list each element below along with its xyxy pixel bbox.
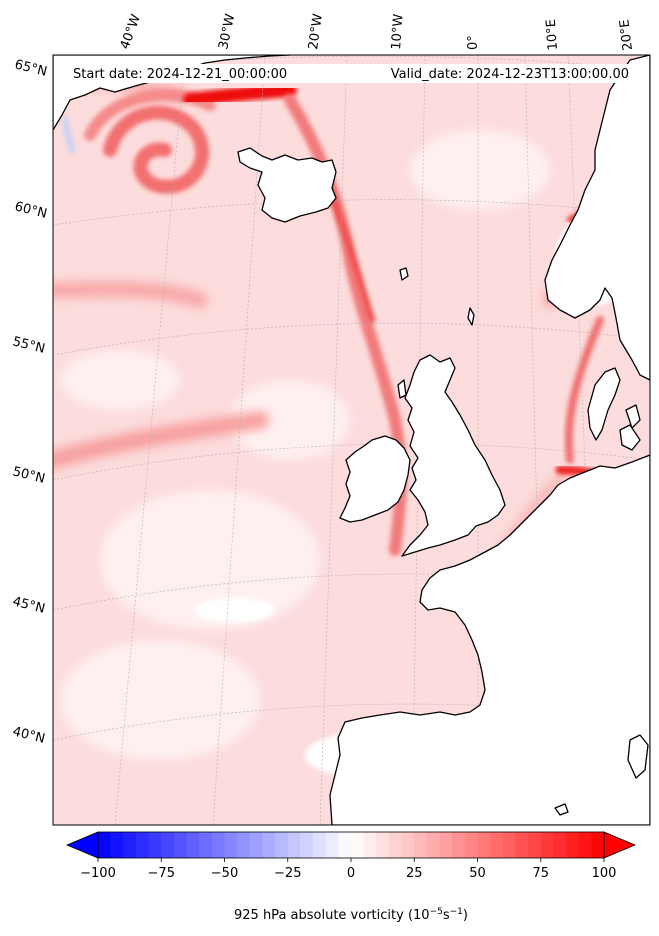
lon-label-20w: 20°W: [306, 13, 326, 51]
colorbar-tick-label: −25: [274, 866, 301, 881]
colorbar-label-exp1: −5: [430, 907, 443, 917]
lat-label-40n: 40°N: [11, 724, 46, 746]
iceland-coast: [237, 147, 337, 223]
header-band: [60, 64, 640, 83]
colorbar-cell: [553, 832, 567, 858]
denmark-coast: [587, 367, 621, 441]
colorbar-cell: [300, 832, 314, 858]
colorbar-cell: [363, 832, 377, 858]
colorbar-cell: [123, 832, 137, 858]
colorbar-cell: [199, 832, 213, 858]
colorbar-cell: [490, 832, 504, 858]
colorbar-cell: [237, 832, 251, 858]
colorbar-cell: [338, 832, 352, 858]
colorbar-cell: [148, 832, 162, 858]
colorbar-cell: [313, 832, 327, 858]
lon-label-10w: 10°W: [389, 13, 406, 50]
colorbar-cell: [211, 832, 225, 858]
continent-coast: [329, 454, 650, 825]
lon-label-30w: 30°W: [216, 12, 238, 50]
colorbar-cell: [135, 832, 149, 858]
colorbar-cell: [477, 832, 491, 858]
lat-label-55n: 55°N: [11, 334, 46, 356]
faroe: [399, 267, 409, 281]
colorbar-label-unit: s: [443, 908, 450, 923]
colorbar-cell: [186, 832, 200, 858]
colorbar-label-prefix: 925 hPa absolute vorticity (10: [234, 908, 430, 923]
colorbar-cell: [275, 832, 289, 858]
colorbar-cell: [591, 832, 605, 858]
colorbar-cell: [515, 832, 529, 858]
colorbar-cells: [98, 832, 605, 858]
lon-label-20e: 20°E: [617, 18, 636, 51]
lon-label-0: 0°: [466, 35, 481, 50]
gotland: [625, 404, 641, 429]
colorbar-ticks: −100 −75 −50 −25 0 25 50 75 100: [80, 858, 616, 881]
low-vorticity-patches: [60, 130, 550, 760]
longitude-labels: 40°W 30°W 20°W 10°W 0° 10°E 20°E: [118, 12, 636, 51]
colorbar-label-suffix: ): [463, 908, 468, 923]
colorbar-cell: [414, 832, 428, 858]
colorbar-cell: [110, 832, 124, 858]
colorbar-label: 925 hPa absolute vorticity (10−5s−1): [234, 907, 468, 923]
colorbar-cell: [224, 832, 238, 858]
colorbar-cell: [98, 832, 112, 858]
shetland: [467, 307, 475, 326]
ireland-coast: [339, 435, 411, 523]
colorbar-cell: [578, 832, 592, 858]
colorbar-cell: [566, 832, 580, 858]
colorbar-cell: [426, 832, 440, 858]
colorbar-tick-label: 50: [469, 866, 486, 881]
jutland-islands: [619, 424, 641, 451]
lat-label-65n: 65°N: [13, 57, 48, 79]
colorbar-cell: [173, 832, 187, 858]
colorbar-cell: [452, 832, 466, 858]
colorbar-min-extension: [65, 831, 99, 859]
lon-label-40w: 40°W: [118, 12, 144, 51]
colorbar-cell: [388, 832, 402, 858]
corsica-sardinia: [627, 734, 649, 779]
colorbar-tick-label: 0: [347, 866, 355, 881]
colorbar-tick-label: −75: [148, 866, 175, 881]
lat-label-45n: 45°N: [11, 594, 46, 616]
colorbar-cell: [401, 832, 415, 858]
lat-label-50n: 50°N: [11, 464, 46, 486]
great-britain-coast: [401, 354, 506, 557]
colorbar-cell: [287, 832, 301, 858]
colorbar-cell: [161, 832, 175, 858]
colorbar-cell: [540, 832, 554, 858]
scandinavia-coast: [544, 55, 650, 381]
colorbar-cell: [325, 832, 339, 858]
balearic: [554, 803, 569, 816]
colorbar-cell: [502, 832, 516, 858]
colorbar-cell: [249, 832, 263, 858]
colorbar-cell: [262, 832, 276, 858]
colorbar-tick-label: 25: [406, 866, 423, 881]
latitude-labels: 65°N 60°N 55°N 50°N 45°N 40°N: [11, 57, 48, 746]
lon-label-10e: 10°E: [544, 19, 561, 51]
colorbar-cell: [528, 832, 542, 858]
colorbar-label-exp2: −1: [450, 907, 463, 917]
hebrides: [397, 379, 407, 399]
start-date-label: Start date: 2024-12-21_00:00:00: [73, 67, 287, 82]
valid-date-label: Valid_date: 2024-12-23T13:00:00.00: [391, 67, 629, 82]
colorbar-cell: [464, 832, 478, 858]
colorbar-tick-label: 75: [532, 866, 549, 881]
colorbar-cell: [376, 832, 390, 858]
colorbar-cell: [351, 832, 365, 858]
colorbar-tick-label: 100: [592, 866, 617, 881]
colorbar-cell: [439, 832, 453, 858]
colorbar-max-extension: [603, 831, 637, 859]
map-border: [52, 54, 651, 826]
colorbar: −100 −75 −50 −25 0 25 50 75 100 925 hPa absolute…: [65, 831, 637, 923]
colorbar-tick-label: −50: [211, 866, 238, 881]
map-panel: [53, 55, 650, 825]
lat-label-60n: 60°N: [13, 199, 48, 221]
colorbar-tick-label: −100: [80, 866, 116, 881]
